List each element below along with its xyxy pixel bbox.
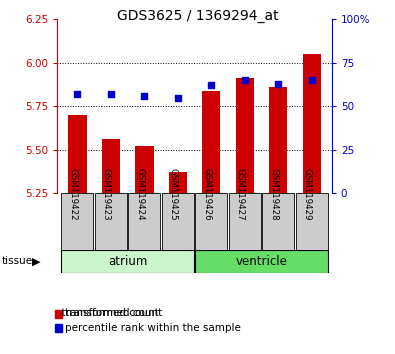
- Point: [74, 91, 81, 97]
- Point: [108, 91, 114, 97]
- Text: transformed count: transformed count: [55, 308, 159, 318]
- Bar: [235, 79, 254, 193]
- Bar: [262, 193, 294, 250]
- Text: GSM119424: GSM119424: [135, 168, 144, 221]
- Bar: [128, 193, 160, 250]
- Text: GDS3625 / 1369294_at: GDS3625 / 1369294_at: [117, 9, 278, 23]
- Bar: [229, 193, 261, 250]
- Bar: [195, 250, 328, 273]
- Text: GSM119428: GSM119428: [269, 168, 278, 221]
- Text: GSM119427: GSM119427: [236, 168, 245, 221]
- Text: transformed count: transformed count: [65, 308, 162, 318]
- Text: ventricle: ventricle: [235, 255, 288, 268]
- Point: [208, 82, 214, 88]
- Text: GSM119429: GSM119429: [303, 169, 312, 221]
- Text: ▶: ▶: [32, 256, 41, 267]
- Point: [275, 81, 281, 86]
- Bar: [195, 193, 228, 250]
- Bar: [68, 115, 87, 193]
- Bar: [162, 193, 194, 250]
- Point: [175, 95, 181, 101]
- Bar: [102, 139, 120, 193]
- Bar: [202, 91, 220, 193]
- Point: [141, 93, 147, 99]
- Bar: [303, 54, 321, 193]
- Text: GSM119423: GSM119423: [102, 168, 111, 221]
- Bar: [61, 250, 194, 273]
- Point: [242, 77, 248, 83]
- Text: atrium: atrium: [108, 255, 147, 268]
- Point: [308, 77, 315, 83]
- Bar: [61, 193, 94, 250]
- Text: GSM119422: GSM119422: [68, 168, 77, 221]
- Bar: [169, 172, 187, 193]
- Bar: [135, 146, 154, 193]
- Text: GSM119425: GSM119425: [169, 168, 178, 221]
- Text: percentile rank within the sample: percentile rank within the sample: [65, 323, 241, 333]
- Bar: [295, 193, 328, 250]
- Text: GSM119426: GSM119426: [202, 168, 211, 221]
- Text: tissue: tissue: [2, 256, 33, 267]
- Bar: [95, 193, 127, 250]
- Bar: [269, 87, 288, 193]
